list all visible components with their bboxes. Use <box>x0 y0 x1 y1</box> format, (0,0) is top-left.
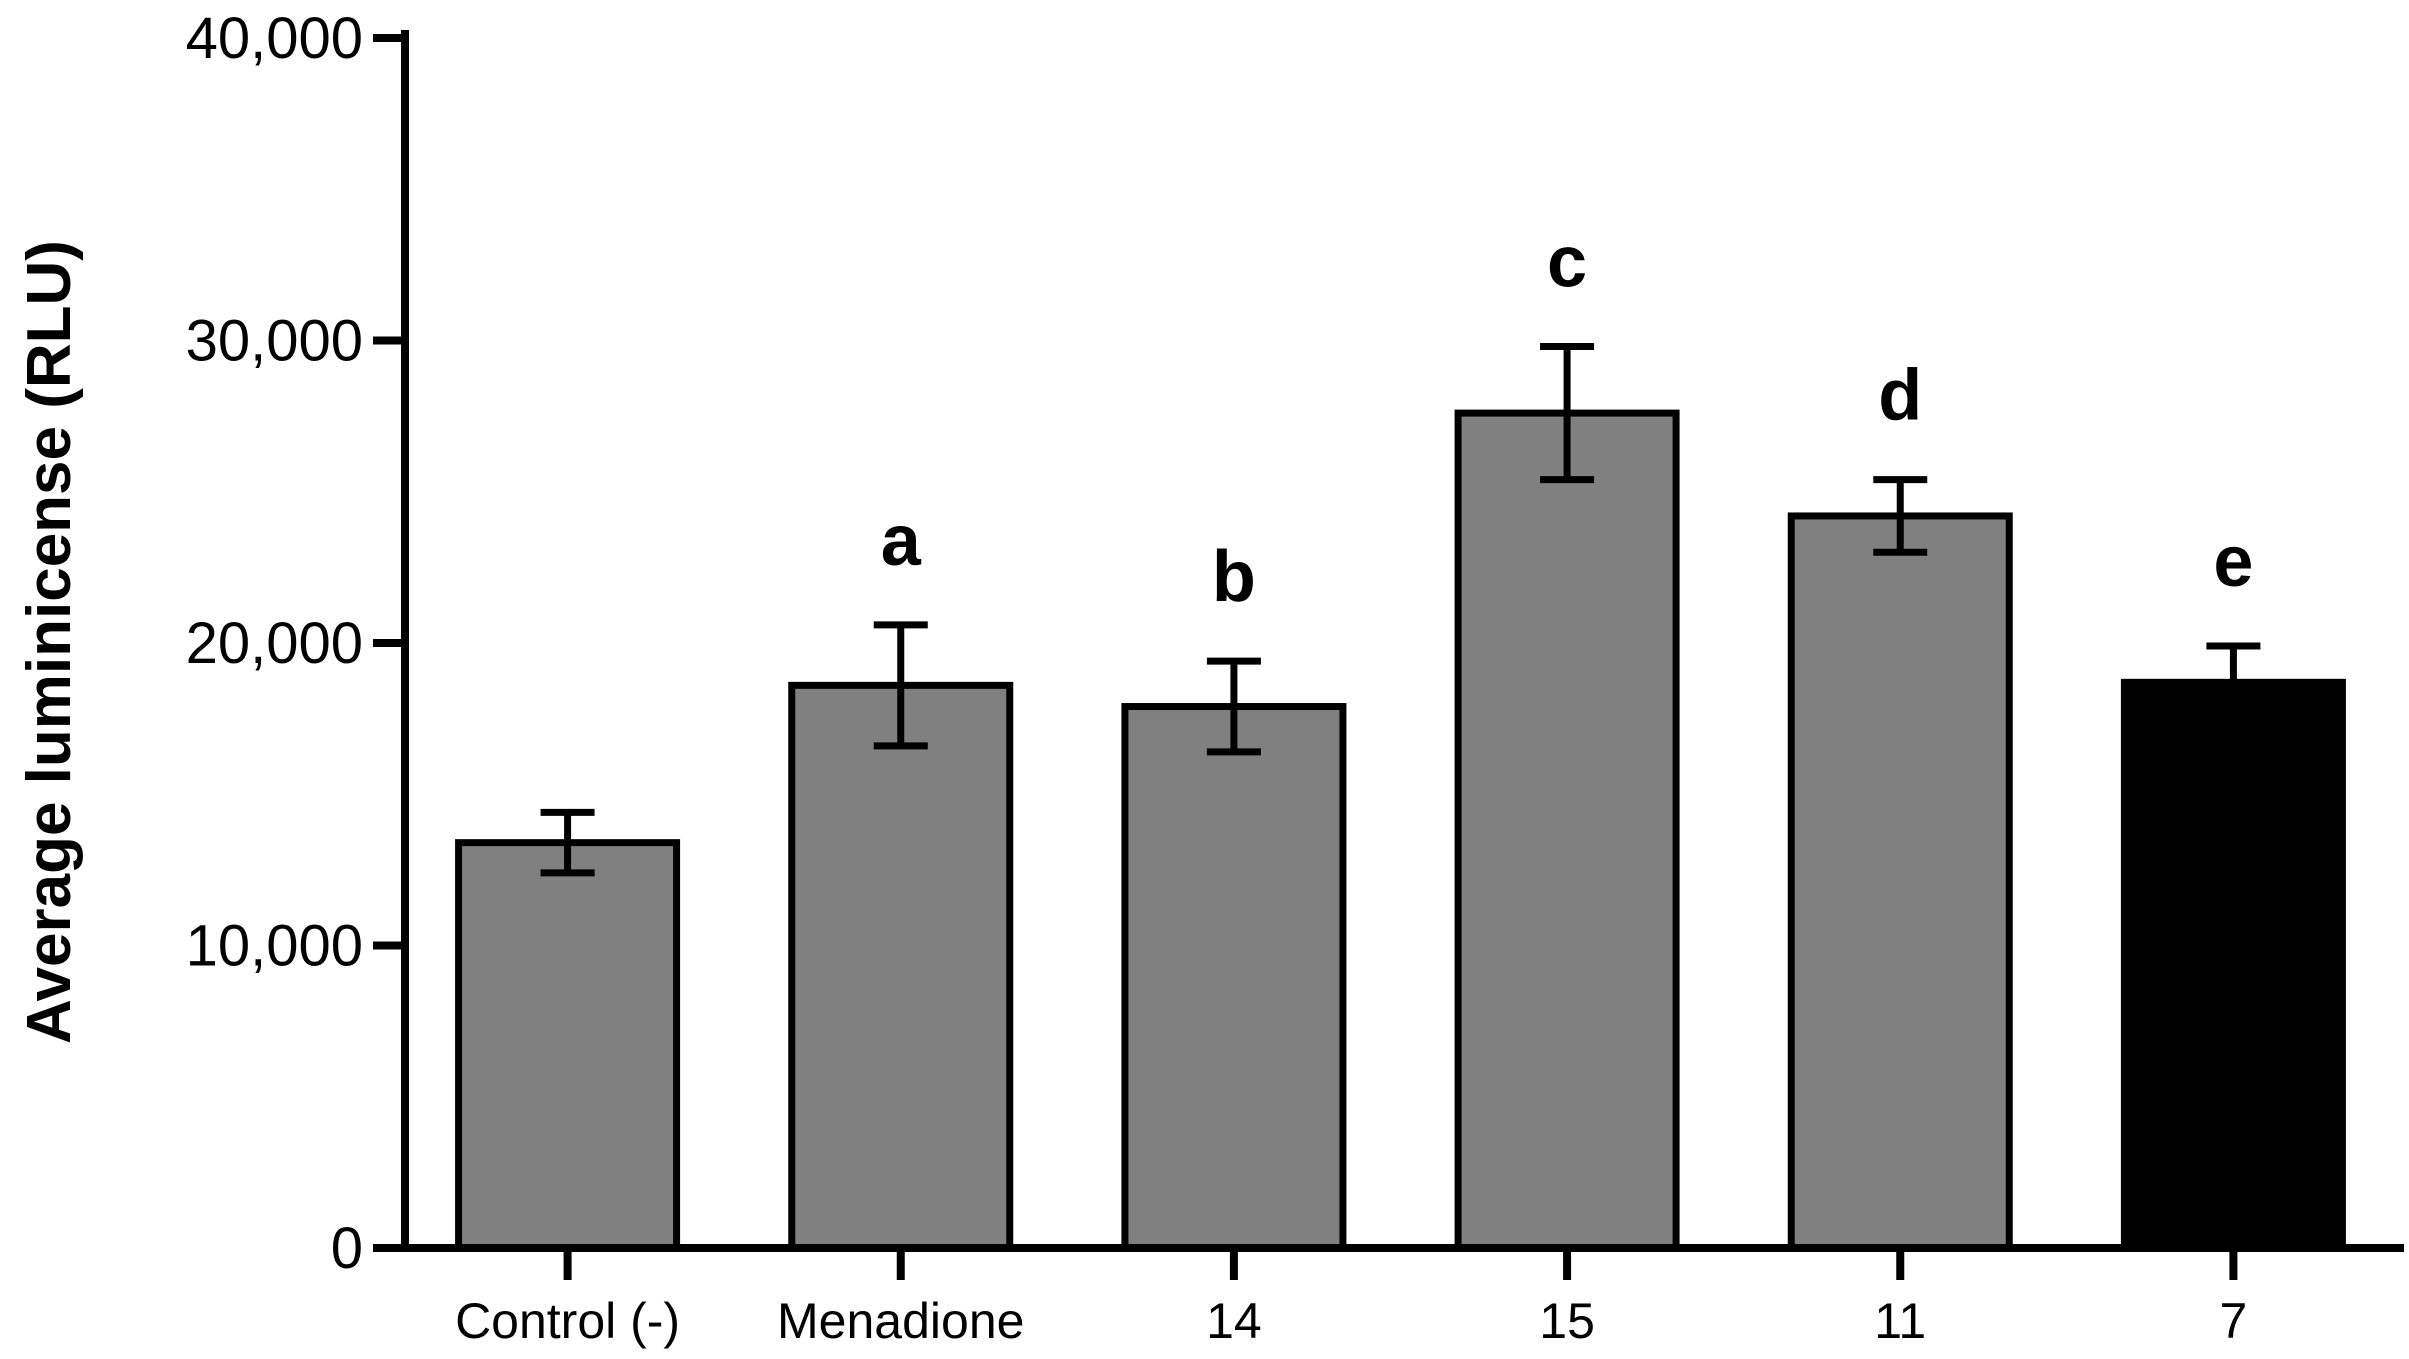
significance-label: b <box>1212 537 1256 617</box>
y-tick-label: 0 <box>331 1216 363 1281</box>
x-tick-label: 11 <box>1874 1293 1926 1349</box>
y-tick-label: 40,000 <box>186 6 363 71</box>
error-bars-group <box>540 343 2261 877</box>
bar <box>1454 409 1680 1252</box>
y-axis-ticks: 0 10,000 20,000 30,000 40,000 <box>186 6 405 1281</box>
bar <box>788 681 1014 1252</box>
significance-labels-group: a b c d e <box>881 223 2254 618</box>
x-tick-label: Menadione <box>777 1293 1024 1349</box>
bar <box>1787 512 2013 1252</box>
bar <box>1121 703 1347 1252</box>
y-tick-label: 30,000 <box>186 309 363 374</box>
y-tick-label: 10,000 <box>186 914 363 979</box>
y-axis-label: Average luminicense (RLU) <box>15 240 84 1044</box>
x-tick-label: Control (-) <box>455 1293 680 1349</box>
x-axis-ticks: Control (-) Menadione 14 15 11 7 <box>455 1248 2247 1349</box>
significance-label: a <box>881 501 922 581</box>
x-tick-label: 15 <box>1539 1293 1595 1349</box>
significance-label: d <box>1878 356 1922 436</box>
bar <box>2120 678 2346 1252</box>
bar <box>455 839 681 1252</box>
x-tick-label: 7 <box>2220 1293 2248 1349</box>
x-tick-label: 14 <box>1206 1293 1262 1349</box>
bars-group <box>455 409 2346 1252</box>
significance-label: c <box>1547 223 1587 303</box>
significance-label: e <box>2213 522 2253 602</box>
y-tick-label: 20,000 <box>186 611 363 676</box>
